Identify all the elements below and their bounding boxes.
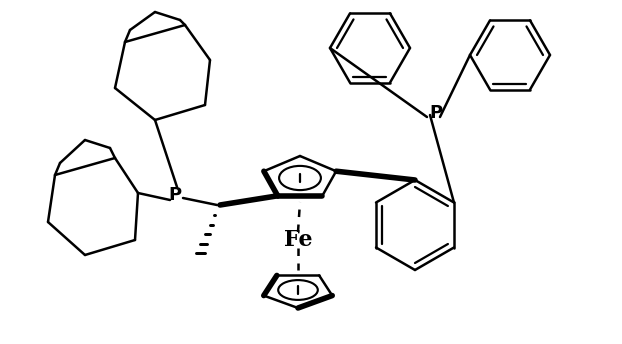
Text: P: P xyxy=(169,186,182,204)
Text: Fe: Fe xyxy=(284,229,312,251)
Text: P: P xyxy=(429,104,443,122)
